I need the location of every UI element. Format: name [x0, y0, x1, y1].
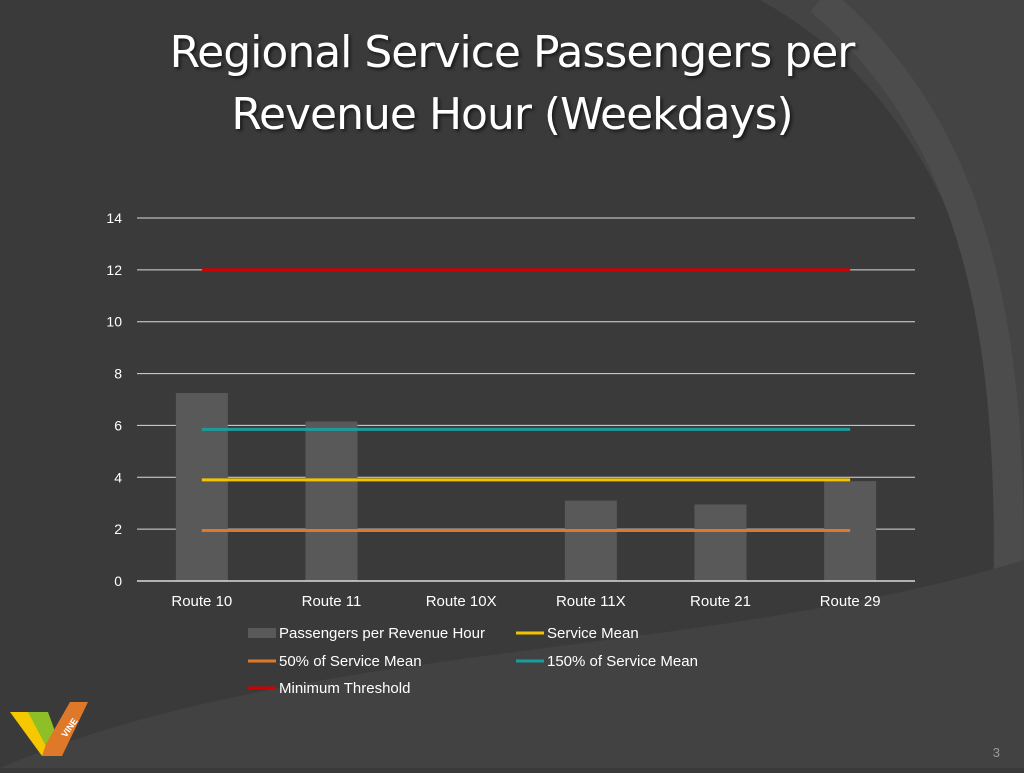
y-tick-label-14: 14	[106, 210, 122, 226]
x-tick-label-route-21: Route 21	[690, 593, 751, 610]
gridlines	[137, 217, 915, 530]
legend-label-150-of-service-mean: 150% of Service Mean	[547, 653, 698, 670]
bar-route-10	[175, 393, 228, 581]
x-axis: Route 10 Route 11 Route 10X Route 11X Route …	[137, 580, 915, 610]
x-tick-label-route-29: Route 29	[820, 593, 881, 610]
background-arc-bottom	[0, 560, 1024, 768]
legend: Passengers per Revenue Hour Service Mean 5…	[248, 625, 698, 697]
y-tick-label-10: 10	[106, 314, 122, 330]
series-lines	[201, 268, 851, 532]
page-number: 3	[992, 745, 1000, 760]
y-tick-label-8: 8	[114, 366, 122, 382]
y-tick-label-12: 12	[106, 262, 122, 278]
x-tick-label-route-10: Route 10	[171, 593, 232, 610]
legend-label-service-mean: Service Mean	[547, 625, 639, 642]
bar-route-11	[305, 421, 358, 581]
legend-label-50-of-service-mean: 50% of Service Mean	[279, 653, 422, 670]
x-tick-label-route-10x: Route 10X	[426, 593, 497, 610]
y-tick-label-2: 2	[114, 521, 122, 537]
slide-title-line-1: Regional Service Passengers per	[169, 27, 856, 78]
x-tick-label-route-11: Route 11	[302, 593, 362, 610]
legend-label-passengers-per-revenue-hour: Passengers per Revenue Hour	[279, 625, 485, 642]
bar-route-11x	[564, 500, 617, 581]
x-tick-label-route-11x: Route 11X	[556, 593, 626, 610]
bars	[175, 393, 877, 581]
legend-label-minimum-threshold: Minimum Threshold	[279, 680, 410, 697]
vine-logo: VINE	[10, 702, 88, 756]
legend-swatch-passengers-per-revenue-hour	[248, 628, 276, 638]
y-tick-label-0: 0	[114, 573, 122, 589]
slide-title: Regional Service Passengers per Revenue …	[0, 22, 1024, 146]
slide-title-line-2: Revenue Hour (Weekdays)	[231, 89, 793, 140]
y-tick-label-4: 4	[114, 469, 122, 485]
y-axis-ticks: 0 2 4 6 8 10 12 14	[106, 210, 122, 589]
bar-route-21	[694, 504, 747, 581]
y-tick-label-6: 6	[114, 417, 122, 433]
